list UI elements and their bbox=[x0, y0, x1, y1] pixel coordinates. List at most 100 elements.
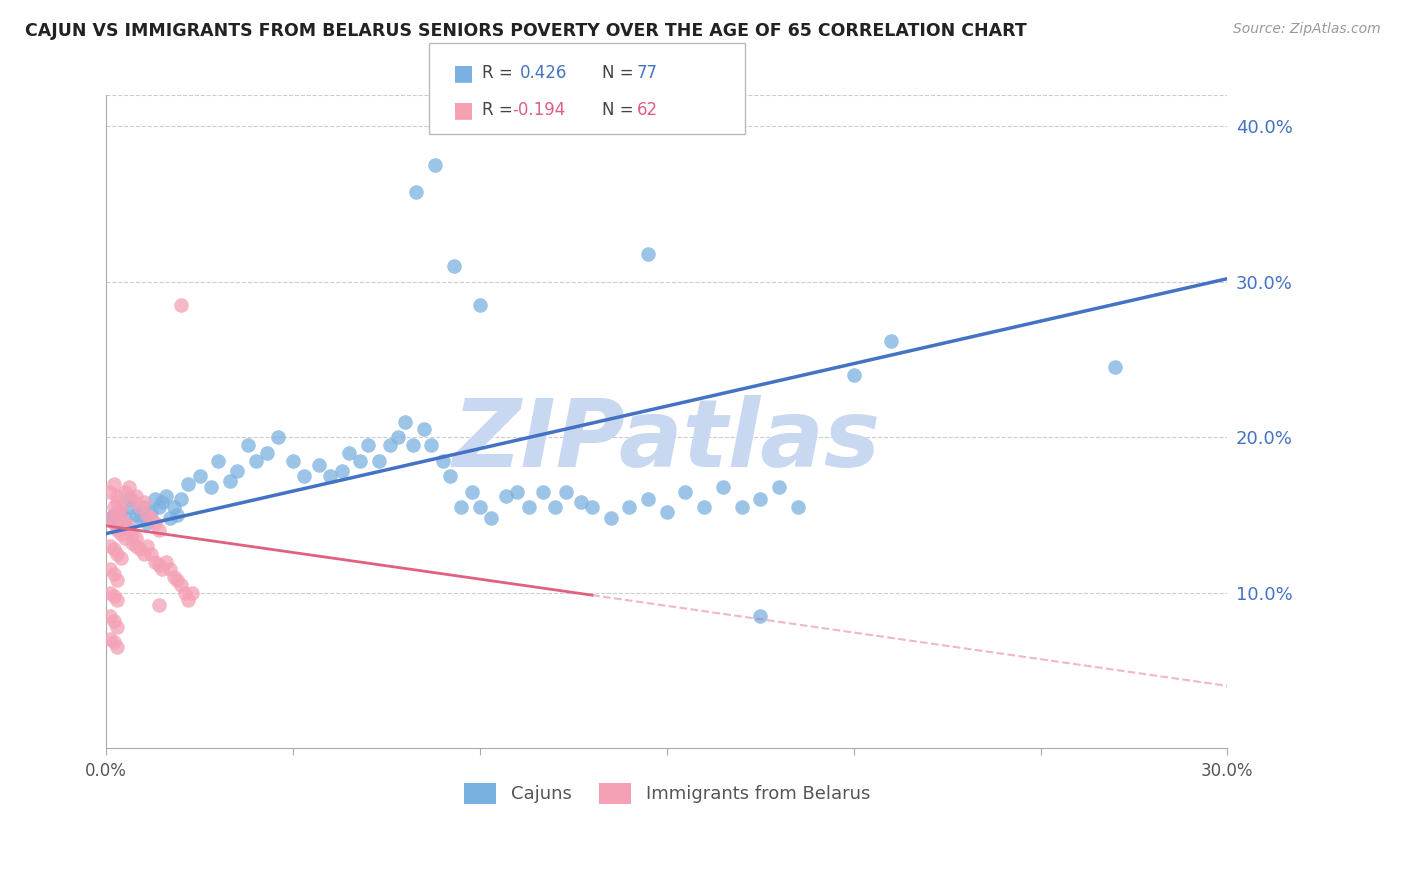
Point bbox=[619, 500, 641, 515]
Point bbox=[107, 547, 129, 561]
Point bbox=[98, 511, 121, 525]
Point bbox=[544, 500, 567, 515]
Point bbox=[139, 511, 162, 525]
Point bbox=[139, 547, 162, 561]
Point bbox=[637, 492, 659, 507]
Point bbox=[319, 469, 342, 483]
Point bbox=[170, 492, 193, 507]
Point bbox=[121, 526, 143, 541]
Text: 0.426: 0.426 bbox=[520, 64, 568, 82]
Point bbox=[150, 495, 173, 509]
Point bbox=[443, 259, 465, 273]
Point bbox=[155, 489, 177, 503]
Point bbox=[749, 609, 772, 624]
Point bbox=[506, 484, 529, 499]
Point bbox=[143, 516, 166, 530]
Point bbox=[281, 453, 304, 467]
Point bbox=[162, 570, 184, 584]
Point bbox=[181, 585, 204, 599]
Point bbox=[114, 516, 136, 530]
Point bbox=[98, 511, 121, 525]
Point bbox=[125, 531, 148, 545]
Point bbox=[308, 458, 330, 472]
Point bbox=[121, 500, 143, 515]
Text: R =: R = bbox=[482, 64, 519, 82]
Point bbox=[461, 484, 484, 499]
Point bbox=[125, 539, 148, 553]
Text: ZIPatlas: ZIPatlas bbox=[453, 395, 882, 487]
Point bbox=[330, 464, 353, 478]
Point bbox=[121, 492, 143, 507]
Point bbox=[103, 516, 125, 530]
Point bbox=[218, 474, 240, 488]
Point bbox=[118, 480, 141, 494]
Point bbox=[177, 476, 200, 491]
Point bbox=[468, 500, 491, 515]
Point bbox=[693, 500, 716, 515]
Point bbox=[98, 484, 121, 499]
Point bbox=[479, 511, 502, 525]
Point bbox=[569, 495, 592, 509]
Point bbox=[103, 542, 125, 557]
Point bbox=[148, 524, 170, 538]
Point bbox=[114, 484, 136, 499]
Point bbox=[200, 480, 222, 494]
Point bbox=[207, 453, 229, 467]
Point bbox=[150, 562, 173, 576]
Point bbox=[226, 464, 249, 478]
Point bbox=[148, 500, 170, 515]
Point bbox=[107, 620, 129, 634]
Text: 77: 77 bbox=[637, 64, 658, 82]
Point bbox=[637, 247, 659, 261]
Point bbox=[432, 453, 454, 467]
Text: ■: ■ bbox=[453, 63, 474, 83]
Point bbox=[110, 511, 132, 525]
Point bbox=[599, 511, 621, 525]
Point bbox=[98, 609, 121, 624]
Point bbox=[143, 492, 166, 507]
Point bbox=[880, 334, 903, 348]
Point bbox=[768, 480, 790, 494]
Point bbox=[110, 551, 132, 566]
Point bbox=[103, 614, 125, 628]
Point bbox=[166, 573, 188, 587]
Point bbox=[380, 438, 402, 452]
Point bbox=[730, 500, 752, 515]
Point bbox=[439, 469, 461, 483]
Text: ■: ■ bbox=[453, 100, 474, 120]
Point bbox=[107, 640, 129, 654]
Text: Source: ZipAtlas.com: Source: ZipAtlas.com bbox=[1233, 22, 1381, 37]
Point bbox=[387, 430, 409, 444]
Point bbox=[128, 511, 150, 525]
Point bbox=[554, 484, 576, 499]
Text: CAJUN VS IMMIGRANTS FROM BELARUS SENIORS POVERTY OVER THE AGE OF 65 CORRELATION : CAJUN VS IMMIGRANTS FROM BELARUS SENIORS… bbox=[25, 22, 1026, 40]
Point bbox=[103, 566, 125, 581]
Point bbox=[711, 480, 734, 494]
Point bbox=[98, 585, 121, 599]
Point bbox=[188, 469, 211, 483]
Point bbox=[98, 632, 121, 647]
Point bbox=[405, 185, 427, 199]
Point bbox=[394, 415, 416, 429]
Point bbox=[98, 539, 121, 553]
Point bbox=[132, 500, 155, 515]
Point bbox=[517, 500, 540, 515]
Point bbox=[166, 508, 188, 522]
Point bbox=[114, 511, 136, 525]
Point bbox=[103, 476, 125, 491]
Point bbox=[114, 531, 136, 545]
Point bbox=[337, 446, 360, 460]
Point bbox=[128, 542, 150, 557]
Point bbox=[238, 438, 260, 452]
Point bbox=[136, 516, 159, 530]
Point bbox=[110, 505, 132, 519]
Point bbox=[749, 492, 772, 507]
Point bbox=[110, 500, 132, 515]
Point bbox=[139, 505, 162, 519]
Point bbox=[121, 536, 143, 550]
Point bbox=[495, 489, 517, 503]
Text: N =: N = bbox=[602, 101, 638, 119]
Point bbox=[155, 555, 177, 569]
Point bbox=[107, 593, 129, 607]
Point bbox=[245, 453, 267, 467]
